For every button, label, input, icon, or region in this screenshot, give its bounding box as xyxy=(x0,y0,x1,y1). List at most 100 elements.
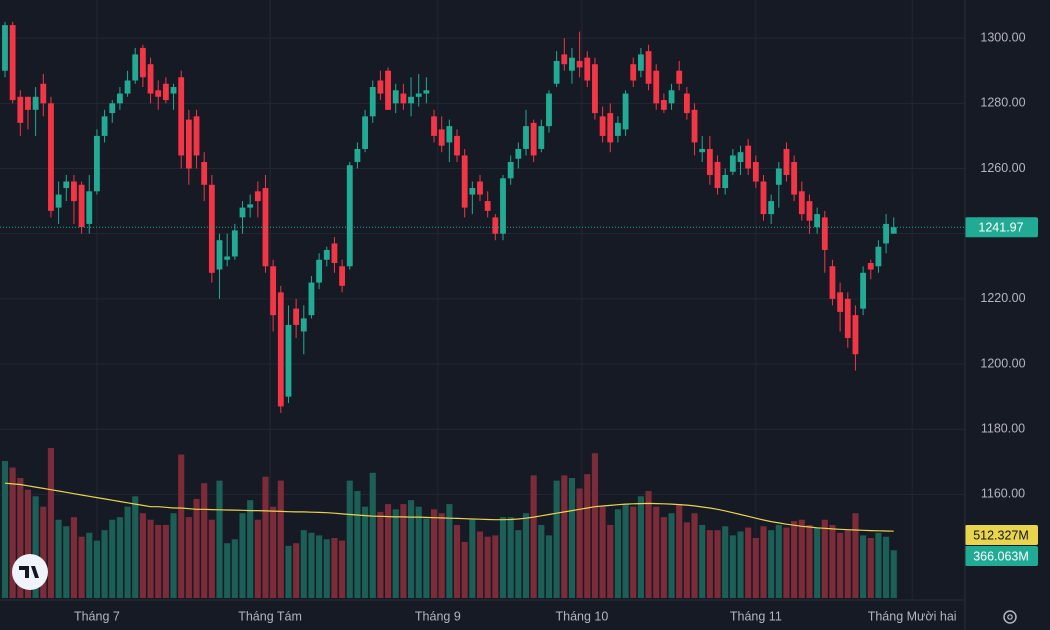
volume-bar xyxy=(599,506,606,598)
candle-body xyxy=(637,54,644,71)
volume-bar xyxy=(423,518,430,598)
candle-body xyxy=(224,256,231,260)
volume-bar xyxy=(691,513,698,598)
candle-body xyxy=(837,292,844,312)
volume-bar xyxy=(538,524,545,598)
last-price-label: 1241.97 xyxy=(978,221,1023,235)
candle-body xyxy=(867,263,874,270)
candle-body xyxy=(660,100,667,110)
candle-body xyxy=(729,155,736,172)
candle-body xyxy=(9,25,16,101)
volume-bar xyxy=(745,527,752,598)
candle-body xyxy=(446,126,453,143)
volume-bar xyxy=(162,524,169,598)
volume-bar xyxy=(806,524,813,598)
candle-body xyxy=(576,60,583,68)
volume-bar xyxy=(783,527,790,598)
volume-ma-label: 512.327M xyxy=(973,528,1029,542)
volume-bar xyxy=(507,517,514,598)
y-tick-label: 1160.00 xyxy=(981,487,1025,501)
volume-ma-line xyxy=(4,482,894,532)
grid xyxy=(0,0,965,600)
candle-body xyxy=(461,155,468,208)
candle-body xyxy=(890,227,897,234)
candle-body xyxy=(392,90,399,104)
candle-body xyxy=(346,165,353,267)
candle-body xyxy=(492,217,499,234)
volume-box xyxy=(965,546,1038,566)
candle-body xyxy=(561,54,568,65)
candle-body xyxy=(875,246,882,267)
candle-body xyxy=(25,96,31,110)
candle-body xyxy=(208,184,215,273)
volume-bar xyxy=(798,519,805,598)
candle-body xyxy=(477,181,483,195)
volume-bar xyxy=(722,526,729,598)
volume-bar xyxy=(860,535,867,598)
candle-body xyxy=(775,168,782,185)
volume-bar xyxy=(584,474,591,598)
volume-bar xyxy=(752,538,759,598)
candle-body xyxy=(546,93,552,127)
tv-logo[interactable] xyxy=(12,554,48,590)
volume-bar xyxy=(308,532,315,598)
candle-body xyxy=(515,148,522,159)
candle-body xyxy=(714,161,721,189)
volume-bar xyxy=(630,506,637,598)
volume-bar xyxy=(729,535,736,598)
candle-body xyxy=(178,77,185,156)
volume-bar xyxy=(86,532,93,598)
volume-bar xyxy=(331,538,338,598)
volume-bar xyxy=(109,519,116,598)
x-tick-label: Tháng Mười hai xyxy=(868,609,957,623)
volume-bar xyxy=(139,513,146,598)
volume-label: 366.063M xyxy=(973,549,1029,563)
candle-body xyxy=(431,116,437,136)
candle-body xyxy=(860,272,867,309)
candle-body xyxy=(706,148,713,176)
y-tick-label: 1300.00 xyxy=(980,30,1025,44)
candle-body xyxy=(17,96,24,123)
volume-bar xyxy=(867,538,874,598)
volume-bar xyxy=(453,524,461,598)
candle-body xyxy=(783,148,790,176)
candle-body xyxy=(844,298,851,338)
volume-bar xyxy=(875,532,882,598)
volume-bar xyxy=(1,461,9,598)
y-tick-label: 1200.00 xyxy=(980,356,1025,370)
candle-body xyxy=(507,161,514,179)
candle-body xyxy=(185,119,192,169)
candle-body xyxy=(247,204,254,208)
candle-body xyxy=(116,93,123,104)
x-tick-label: Tháng 10 xyxy=(555,609,608,623)
volume-bar xyxy=(461,541,468,598)
volume-bar xyxy=(553,480,560,598)
candle-body xyxy=(645,51,652,84)
candle-body xyxy=(599,116,606,136)
volume-bar xyxy=(17,478,24,598)
candle-body xyxy=(683,93,690,114)
volume-bar xyxy=(78,536,85,598)
volume-bar xyxy=(530,475,537,598)
volume-ma-box xyxy=(965,525,1038,545)
candle-body xyxy=(454,135,460,156)
volume-bar xyxy=(476,531,484,598)
candle-body xyxy=(676,70,683,84)
volume-bar xyxy=(653,506,660,598)
candle-body xyxy=(569,57,575,71)
volume-bar xyxy=(101,530,108,598)
volume-bar xyxy=(32,496,39,598)
candle-body xyxy=(607,113,614,143)
settings-icon[interactable] xyxy=(1003,610,1017,624)
candle-body xyxy=(94,135,100,192)
volume-bar xyxy=(147,519,154,598)
candle-body xyxy=(385,70,391,110)
volume-bar xyxy=(768,530,775,598)
candle-body xyxy=(883,223,889,244)
time-axis: Tháng 7 Tháng Tám Tháng 9 Tháng 10 Tháng 11 T… xyxy=(74,609,957,623)
candle-body xyxy=(293,308,300,325)
volume-bar xyxy=(607,524,614,598)
volume-bar xyxy=(116,517,123,598)
volume-bar xyxy=(193,498,200,598)
